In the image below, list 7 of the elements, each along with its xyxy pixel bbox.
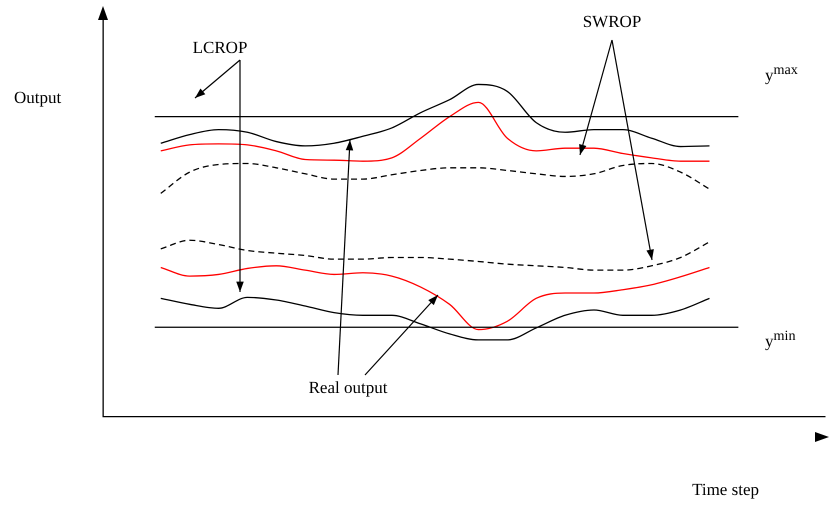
annotation: Real output	[308, 378, 388, 398]
ref-line-label: y$^{max}$	[765, 62, 798, 86]
y-axis-title: Output	[14, 88, 62, 108]
x-axis-title: Time step	[692, 480, 759, 500]
text: LCROP	[192, 38, 248, 58]
text: SWROP	[582, 12, 642, 32]
ref-line-label: y$^{min}$	[765, 328, 796, 352]
